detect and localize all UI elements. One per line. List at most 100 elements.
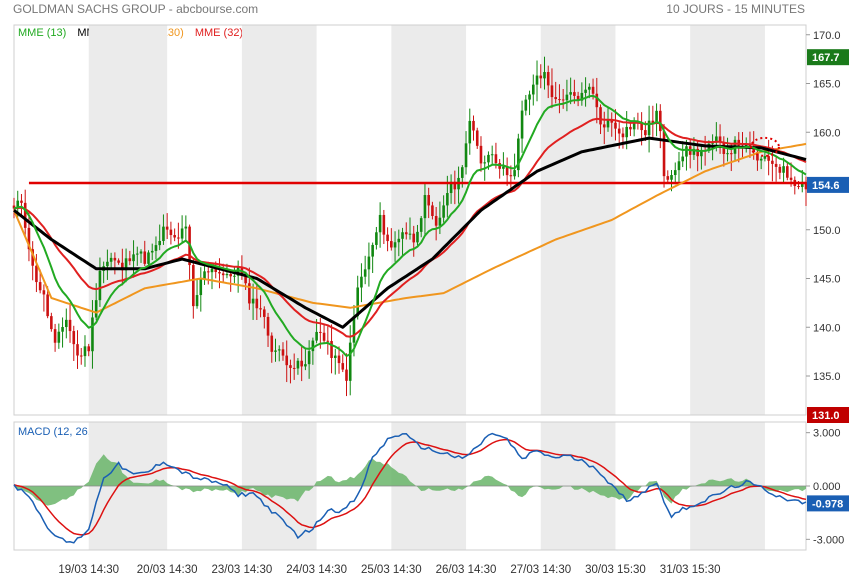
x-tick-label: 26/03 14:30 [436, 564, 497, 576]
candle-body [404, 232, 408, 235]
candle-body [139, 251, 143, 254]
candle-body [453, 181, 457, 190]
candle-body [509, 175, 513, 177]
chart-title: GOLDMAN SACHS GROUP - abcbourse.com [13, 2, 259, 16]
candle-body [345, 369, 348, 381]
candle-body [513, 170, 516, 177]
price-y-tick-label: 135.0 [813, 371, 841, 383]
candle-body [195, 295, 199, 307]
macd-histogram-area [14, 454, 806, 506]
candle-body [251, 298, 255, 304]
candle-body [184, 226, 188, 229]
candle-body [438, 217, 442, 226]
candle-body [554, 97, 557, 100]
candle-body [319, 331, 322, 333]
candle-body [94, 300, 98, 318]
candle-body [206, 271, 210, 273]
price-y-tick-label: 160.0 [813, 127, 841, 139]
candle-body [401, 232, 404, 239]
session-band [391, 25, 467, 415]
candle-body [274, 350, 277, 352]
candle-body [558, 99, 561, 101]
candle-body [20, 200, 23, 203]
chart-period: 10 JOURS - 15 MINUTES [666, 2, 805, 16]
price-y-tick-label: 165.0 [813, 79, 841, 91]
candle-body [640, 122, 643, 131]
candle-body [326, 340, 330, 342]
series-line-mme32 [13, 117, 807, 338]
candle-body [113, 257, 117, 261]
candle-body [449, 181, 453, 194]
candle-body [569, 92, 572, 95]
candle-body [106, 261, 109, 267]
candle-body [644, 130, 647, 136]
macd-y-tick-label: 0.000 [813, 481, 841, 493]
macd-y-tick-label: -3.000 [813, 534, 844, 546]
candle-body [300, 360, 303, 367]
candle-body [292, 367, 296, 369]
candle-body [584, 89, 587, 93]
badge-box [807, 495, 849, 512]
candle-body [330, 340, 333, 358]
macd-y-tick-label: 3.000 [813, 428, 841, 440]
candle-body [595, 93, 599, 108]
candle-body [285, 355, 289, 366]
candle-body [483, 162, 487, 164]
candle-body [434, 215, 438, 226]
candle-body [46, 294, 49, 317]
candle-body [248, 283, 251, 304]
candle-body [192, 265, 195, 307]
candle-body [442, 205, 445, 218]
candle-body [651, 120, 655, 124]
candle-body [352, 316, 356, 343]
candle-body [763, 156, 767, 159]
candle-body [539, 75, 543, 79]
price-y-tick-label: 145.0 [813, 274, 841, 286]
price-y-tick-label: 140.0 [813, 322, 841, 334]
candle-body [348, 342, 352, 381]
candle-body [666, 176, 670, 180]
candle-body [378, 214, 382, 233]
x-tick-label: 19/03 14:30 [58, 564, 119, 576]
candle-body [576, 95, 580, 101]
candle-body [311, 340, 315, 352]
candle-body [789, 177, 793, 180]
candle-body [180, 228, 184, 239]
candle-body [169, 229, 173, 236]
candle-body [599, 107, 602, 125]
candle-body [98, 270, 102, 301]
x-axis: 19/03 14:30 20/03 14:30 23/03 14:30 24/03 1… [58, 564, 720, 576]
candle-body [606, 119, 610, 128]
session-shading [88, 25, 765, 550]
candle-body [774, 163, 778, 167]
candle-body [629, 126, 632, 130]
x-tick-label: 31/03 15:30 [660, 564, 721, 576]
candle-body [715, 136, 718, 143]
candle-body [479, 145, 483, 164]
candle-body [382, 214, 386, 235]
candle-body [711, 142, 714, 144]
candle-body [621, 133, 625, 138]
candle-body [277, 349, 281, 351]
x-tick-label: 25/03 14:30 [361, 564, 422, 576]
candle-body [419, 218, 423, 232]
candle-body [307, 351, 311, 365]
candle-body [91, 317, 94, 352]
candle-body [614, 122, 617, 129]
candle-body [360, 276, 363, 288]
candle-body [266, 316, 270, 336]
candle-body [528, 94, 531, 100]
candle-body [464, 143, 468, 168]
legend-mme13: MME (13) [18, 27, 67, 39]
candle-body [263, 309, 266, 317]
candle-body [632, 122, 636, 130]
candle-body [797, 186, 800, 188]
candle-body [177, 237, 180, 239]
candle-body [617, 128, 621, 134]
candle-body [31, 249, 34, 266]
candle-body [154, 245, 158, 251]
candle-body [83, 346, 87, 357]
candle-body [767, 156, 770, 161]
candle-body [371, 244, 374, 257]
candle-body [494, 154, 498, 164]
